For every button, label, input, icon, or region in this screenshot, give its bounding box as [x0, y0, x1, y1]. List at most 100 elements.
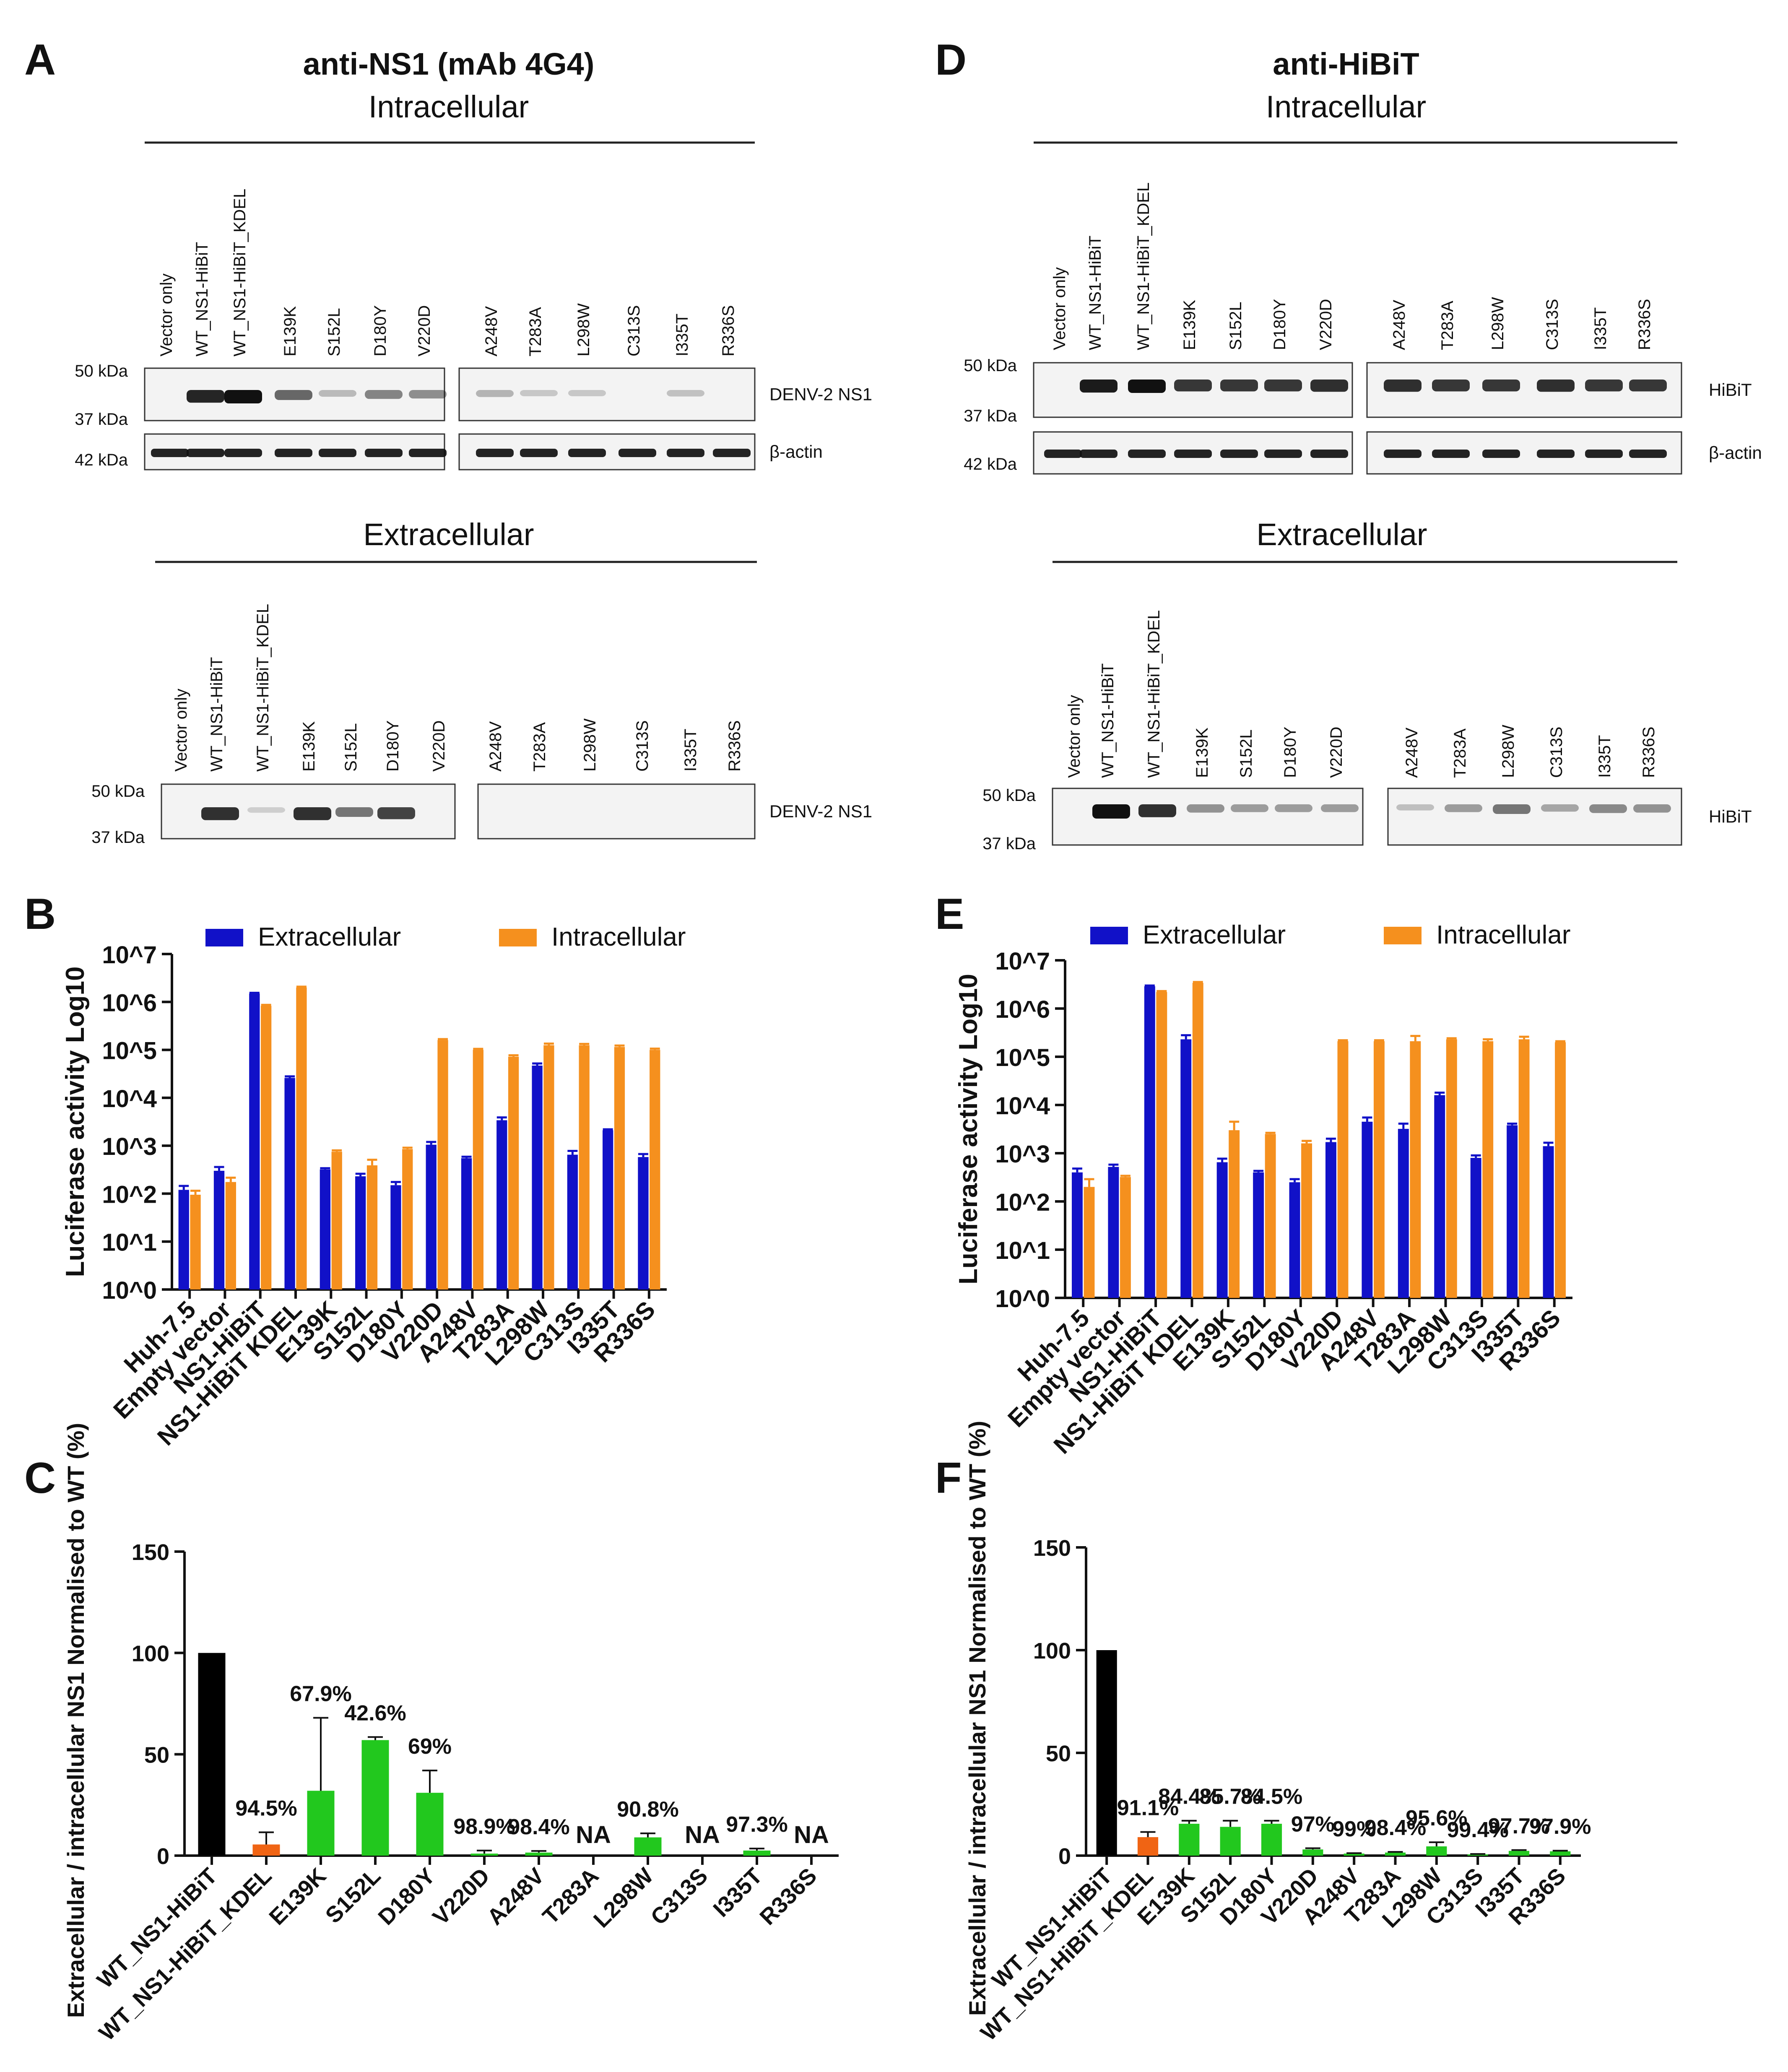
- actin-band: [1044, 450, 1082, 458]
- protein-band: [1589, 804, 1627, 813]
- legend-swatch-intracellular: [1384, 927, 1422, 944]
- protein-band: [187, 390, 224, 403]
- bar-extracellular: [496, 1120, 507, 1289]
- lane-label: V220D: [415, 305, 434, 356]
- bar-extracellular: [603, 1130, 613, 1289]
- bar: [1096, 1650, 1117, 1856]
- blot-title: anti-HiBiT: [1273, 47, 1419, 81]
- x-tick-label: E139K: [264, 1863, 331, 1930]
- lane-label: WT_NS1-HiBiT: [1086, 236, 1105, 350]
- marker-42kda: 42 kDa: [964, 455, 1017, 473]
- lane-label: L298W: [581, 718, 599, 772]
- protein-band: [1187, 804, 1224, 813]
- bar-intracellular: [1192, 983, 1203, 1298]
- actin-band: [224, 449, 262, 457]
- bar-extracellular: [284, 1078, 295, 1289]
- protein-band: [1445, 804, 1482, 812]
- lane-label: WT_NS1-HiBiT: [1099, 663, 1117, 778]
- protein-band: [1092, 804, 1130, 819]
- data-label: 98.9%: [453, 1815, 515, 1839]
- loading-control-label: β-actin: [769, 442, 823, 462]
- actin-band: [1220, 450, 1258, 458]
- protein-band: [1537, 380, 1575, 392]
- actin-band: [409, 449, 447, 457]
- bar-extracellular: [249, 993, 260, 1289]
- protein-band: [319, 390, 356, 397]
- lane-label: T283A: [1451, 728, 1469, 778]
- data-label: 85.7%: [1199, 1785, 1261, 1809]
- lane-label: L298W: [1489, 297, 1507, 350]
- marker-50kda: 50 kDa: [982, 786, 1036, 805]
- data-label: 84.5%: [1241, 1785, 1302, 1809]
- y-tick-label: 10^4: [995, 1092, 1050, 1120]
- bar: [1426, 1846, 1447, 1856]
- chart-panel-B: 10^0 10^1 10^2 10^3 10^4 10^5 10^6 10^7 Lucifera…: [61, 923, 686, 1451]
- bar: [1179, 1824, 1200, 1856]
- lane-label: E139K: [1193, 728, 1211, 778]
- bar-intracellular: [1373, 1041, 1385, 1298]
- lane-label: WT_NS1-HiBiT_KDEL: [254, 604, 272, 772]
- bar: [307, 1791, 335, 1856]
- lane-label: S152L: [1227, 302, 1245, 350]
- bar: [1550, 1851, 1571, 1856]
- data-label: 99.4%: [1447, 1818, 1508, 1842]
- lane-label: R336S: [1635, 299, 1654, 350]
- lane-label: Vector only: [1050, 267, 1069, 350]
- data-label: 91.1%: [1117, 1796, 1179, 1820]
- bar-intracellular: [1446, 1039, 1457, 1298]
- bar-extracellular: [638, 1157, 649, 1289]
- bar-intracellular: [1410, 1041, 1421, 1298]
- protein-band: [409, 390, 447, 399]
- lane-label: L298W: [1499, 725, 1518, 778]
- bar-extracellular: [461, 1158, 472, 1289]
- lane-label: I335T: [1596, 735, 1614, 778]
- marker-50kda: 50 kDa: [75, 362, 128, 380]
- data-label: 90.8%: [617, 1797, 678, 1822]
- legend-swatch-intracellular: [499, 929, 537, 946]
- x-tick-label: L298W: [589, 1863, 658, 1933]
- lane-label: A248V: [1390, 300, 1409, 350]
- data-label: 97%: [1291, 1812, 1335, 1836]
- bar-intracellular: [1518, 1039, 1530, 1298]
- y-tick-label: 10^6: [995, 996, 1050, 1023]
- y-tick-label: 10^3: [995, 1141, 1050, 1168]
- lane-label: R336S: [719, 305, 738, 356]
- bar-intracellular: [1229, 1130, 1240, 1298]
- protein-band: [1138, 804, 1176, 817]
- blot-target-label: DENV-2 NS1: [769, 801, 872, 821]
- data-label: NA: [794, 1821, 829, 1848]
- y-tick-label: 10^2: [995, 1189, 1050, 1216]
- actin-band: [1629, 450, 1667, 458]
- y-tick-label: 100: [1033, 1638, 1071, 1664]
- blot-membrane: [458, 367, 756, 421]
- actin-band: [319, 449, 356, 457]
- bar: [634, 1837, 662, 1856]
- y-tick-label: 10^2: [102, 1181, 157, 1208]
- bar-extracellular: [178, 1190, 189, 1289]
- y-axis-title: Luciferase activity Log10: [61, 967, 90, 1277]
- x-tick-label: S152L: [321, 1863, 386, 1928]
- lane-label: D180Y: [384, 720, 402, 772]
- actin-band: [1080, 450, 1118, 458]
- bar: [198, 1653, 226, 1856]
- lane-label: C313S: [1547, 727, 1566, 778]
- lane-label: R336S: [1640, 727, 1658, 778]
- protein-band: [1629, 380, 1667, 392]
- lane-label: WT_NS1-HiBiT_KDEL: [1145, 610, 1163, 778]
- bar-chart-panels: 10^0 10^1 10^2 10^3 10^4 10^5 10^6 10^7 Lucifera…: [61, 920, 1591, 2046]
- protein-band: [1080, 380, 1118, 393]
- lane-label: WT_NS1-HiBiT_KDEL: [1134, 182, 1153, 350]
- bar-intracellular: [437, 1040, 448, 1289]
- y-axis-title: Extracellular / intracellular NS1 Normal…: [62, 1423, 89, 2018]
- lane-label: T283A: [526, 307, 545, 356]
- bar-extracellular: [1507, 1125, 1518, 1298]
- protein-band: [275, 390, 312, 400]
- lane-label: L298W: [574, 303, 593, 356]
- protein-band: [520, 390, 558, 396]
- lane-label: C313S: [1543, 299, 1562, 350]
- bar: [1344, 1854, 1364, 1856]
- actin-band: [520, 449, 558, 457]
- legend-swatch-extracellular: [1090, 927, 1128, 944]
- legend-label: Intracellular: [551, 923, 686, 952]
